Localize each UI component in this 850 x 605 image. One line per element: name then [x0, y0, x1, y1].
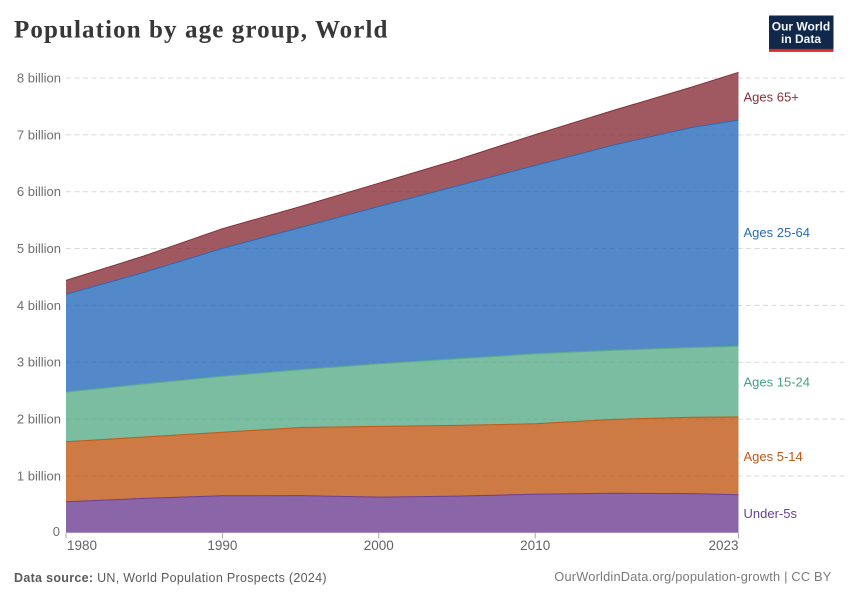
- svg-text:2010: 2010: [520, 538, 550, 553]
- svg-text:1 billion: 1 billion: [17, 468, 61, 483]
- svg-text:4 billion: 4 billion: [17, 298, 61, 313]
- svg-text:Ages 15-24: Ages 15-24: [744, 375, 811, 390]
- svg-text:Population by age group, World: Population by age group, World: [14, 17, 389, 44]
- svg-text:3 billion: 3 billion: [17, 355, 61, 370]
- svg-text:5 billion: 5 billion: [17, 241, 61, 256]
- svg-text:8 billion: 8 billion: [17, 71, 61, 86]
- svg-text:6 billion: 6 billion: [17, 184, 61, 199]
- svg-text:2000: 2000: [364, 538, 394, 553]
- svg-text:Ages 25-64: Ages 25-64: [744, 225, 811, 240]
- svg-text:Under-5s: Under-5s: [744, 506, 798, 521]
- svg-text:1980: 1980: [67, 538, 97, 553]
- svg-text:Ages 5-14: Ages 5-14: [744, 449, 803, 464]
- svg-text:0: 0: [53, 524, 60, 539]
- svg-text:2023: 2023: [708, 538, 738, 553]
- svg-text:Data source: UN, World Populat: Data source: UN, World Population Prospe…: [14, 571, 327, 585]
- svg-text:2 billion: 2 billion: [17, 412, 61, 427]
- svg-text:1990: 1990: [207, 538, 237, 553]
- svg-text:Our World: Our World: [772, 20, 830, 34]
- svg-text:in Data: in Data: [781, 32, 821, 46]
- svg-text:7 billion: 7 billion: [17, 127, 61, 142]
- svg-text:Ages 65+: Ages 65+: [744, 90, 799, 105]
- svg-text:OurWorldinData.org/population-: OurWorldinData.org/population-growth | C…: [554, 569, 831, 584]
